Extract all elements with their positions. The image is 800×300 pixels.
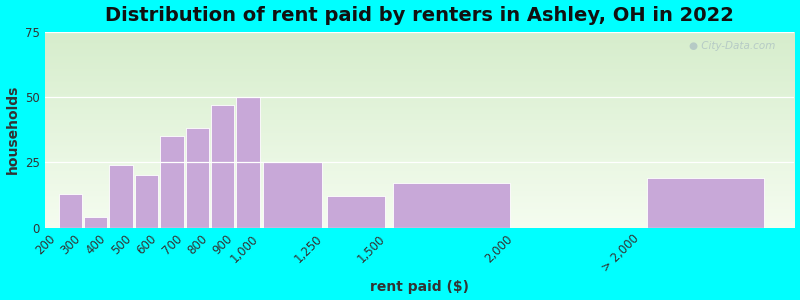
Text: ● City-Data.com: ● City-Data.com	[690, 41, 776, 52]
Bar	[110, 165, 133, 228]
Bar	[160, 136, 183, 228]
Bar	[237, 97, 260, 228]
Bar	[84, 217, 107, 228]
Bar	[211, 105, 234, 228]
Bar	[134, 176, 158, 228]
Bar	[186, 128, 209, 228]
Title: Distribution of rent paid by renters in Ashley, OH in 2022: Distribution of rent paid by renters in …	[106, 6, 734, 25]
X-axis label: rent paid ($): rent paid ($)	[370, 280, 469, 294]
Bar	[647, 178, 764, 228]
Y-axis label: households: households	[6, 85, 19, 174]
Bar	[263, 162, 322, 228]
Bar	[393, 183, 510, 228]
Bar	[327, 196, 386, 228]
Bar	[58, 194, 82, 228]
